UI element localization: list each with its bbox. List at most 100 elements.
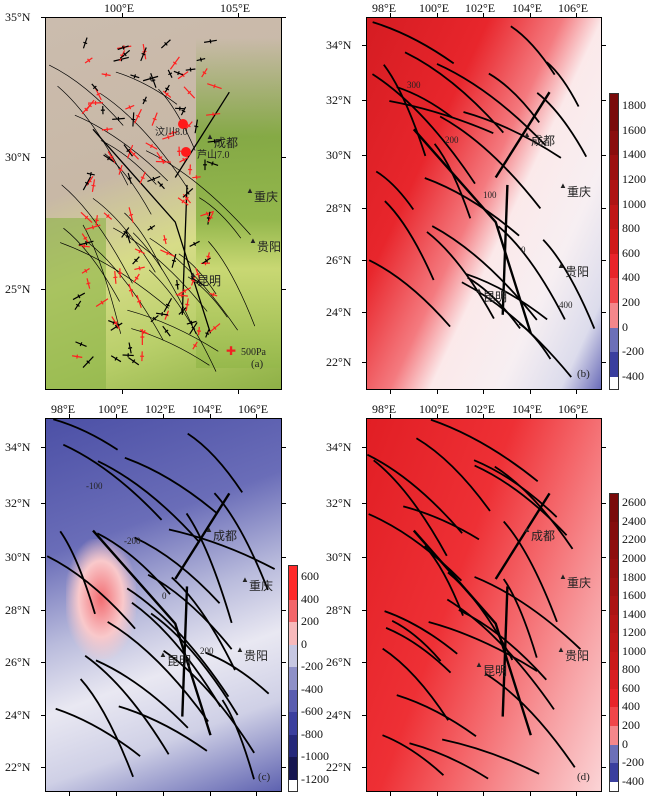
- tick-mark: [530, 390, 531, 394]
- tick-mark: [576, 414, 577, 418]
- sichuan-basin-shading: [196, 38, 281, 368]
- stress-cross: [140, 351, 145, 362]
- stress-cross: [100, 106, 105, 115]
- fault-line: [59, 530, 96, 615]
- colorbar-segment: [610, 503, 618, 523]
- tick-mark: [362, 557, 366, 558]
- colorbar-tick-label: 1200: [622, 625, 646, 640]
- fault-line: [368, 259, 451, 328]
- stress-cross: [88, 100, 104, 105]
- contour-label: 400: [559, 300, 573, 310]
- tick-mark: [116, 792, 117, 796]
- tick-mark: [362, 447, 366, 448]
- stress-cross: [81, 233, 89, 244]
- stress-cross: [125, 229, 131, 244]
- colorbar-tick-label: 600: [622, 680, 640, 695]
- colorbar-segment: [610, 688, 618, 708]
- colorbar-tick-label: 1200: [622, 172, 646, 187]
- fault-line: [409, 742, 489, 780]
- latitude-tick-label: 24°N: [326, 305, 352, 319]
- fault-line: [86, 240, 164, 341]
- stress-cross: [113, 270, 118, 284]
- stress-cross: [110, 322, 123, 331]
- fault-line: [497, 225, 566, 320]
- latitude-tick-label: 30°N: [5, 150, 31, 164]
- stress-cross: [180, 106, 187, 116]
- stress-cross: [169, 56, 180, 70]
- colorbar-segment: [610, 707, 618, 727]
- colorbar-segment: [289, 577, 297, 601]
- city-marker-icon: ▲: [189, 270, 197, 279]
- fault-line: [171, 576, 236, 671]
- stress-cross: [119, 49, 131, 59]
- tick-mark: [362, 362, 366, 363]
- colorbar-tick-label: 2600: [622, 495, 646, 510]
- latitude-tick-label: 24°N: [326, 708, 352, 722]
- stress-cross: [185, 298, 190, 311]
- colorbar-segment: [610, 726, 618, 746]
- fault-line: [92, 198, 156, 273]
- colorbar-segment: [610, 670, 618, 690]
- stress-cross: [127, 172, 132, 184]
- latitude-tick-label: 30°N: [326, 550, 352, 564]
- colorbar: [609, 93, 619, 390]
- stress-cross: [147, 224, 156, 231]
- latitude-tick-label: 30°N: [326, 148, 352, 162]
- tick-mark: [602, 715, 606, 716]
- colorbar-tick-label: -200: [301, 659, 323, 674]
- colorbar-tick-label: -1000: [301, 749, 329, 764]
- fault-line: [132, 232, 197, 335]
- scale-label: 500Pa: [241, 347, 266, 358]
- tick-mark: [437, 792, 438, 796]
- tick-mark: [362, 767, 366, 768]
- latitude-tick-label: 26°N: [326, 655, 352, 669]
- stress-cross: [175, 106, 185, 111]
- stress-cross: [118, 164, 123, 175]
- colorbar-tick-label: 400: [622, 699, 640, 714]
- tick-mark: [390, 13, 391, 17]
- city-label: 贵阳: [257, 240, 282, 254]
- colorbar-tick-label: 2200: [622, 532, 646, 547]
- longitude-tick-label: 100°E: [104, 1, 135, 15]
- tick-mark: [602, 260, 606, 261]
- fault-line: [467, 276, 521, 329]
- colorbar-tick-label: -1200: [301, 771, 329, 786]
- tick-mark: [41, 715, 45, 716]
- stress-cross: [200, 210, 214, 217]
- city-label: 昆明: [483, 290, 508, 304]
- fault-line: [61, 184, 133, 284]
- tick-mark: [437, 390, 438, 394]
- fault-line: [382, 647, 449, 721]
- fault-line: [546, 61, 580, 107]
- stress-cross: [147, 175, 161, 183]
- fault-line: [384, 610, 458, 655]
- earthquake-epicenter-marker: [181, 147, 191, 157]
- stress-cross: [131, 112, 136, 127]
- colorbar-segment: [289, 622, 297, 646]
- tick-mark: [122, 13, 123, 17]
- colorbar-tick-label: 800: [622, 221, 640, 236]
- stress-cross: [128, 342, 133, 354]
- fault-line: [104, 153, 152, 215]
- fault-line: [389, 100, 494, 134]
- major-fault-line: [501, 184, 509, 315]
- fault-lines: [49, 37, 256, 372]
- stress-cross: [206, 112, 221, 117]
- stress-cross: [177, 146, 182, 156]
- colorbar-tick-label: 2000: [622, 550, 646, 565]
- fault-line: [383, 64, 427, 157]
- stress-cross: [163, 297, 173, 313]
- colorbar-segment: [610, 651, 618, 671]
- colorbar-tick-label: -200: [622, 344, 644, 359]
- fault-line: [465, 273, 548, 321]
- tick-mark: [238, 390, 239, 394]
- fault-line: [49, 64, 124, 126]
- fault-line: [375, 170, 415, 210]
- tick-mark: [362, 312, 366, 313]
- fault-line: [97, 460, 200, 543]
- longitude-tick-label: 105°E: [220, 1, 251, 15]
- fault-line: [131, 328, 210, 366]
- stress-cross: [201, 68, 208, 78]
- stress-cross: [195, 268, 201, 281]
- stress-cross: [209, 323, 221, 333]
